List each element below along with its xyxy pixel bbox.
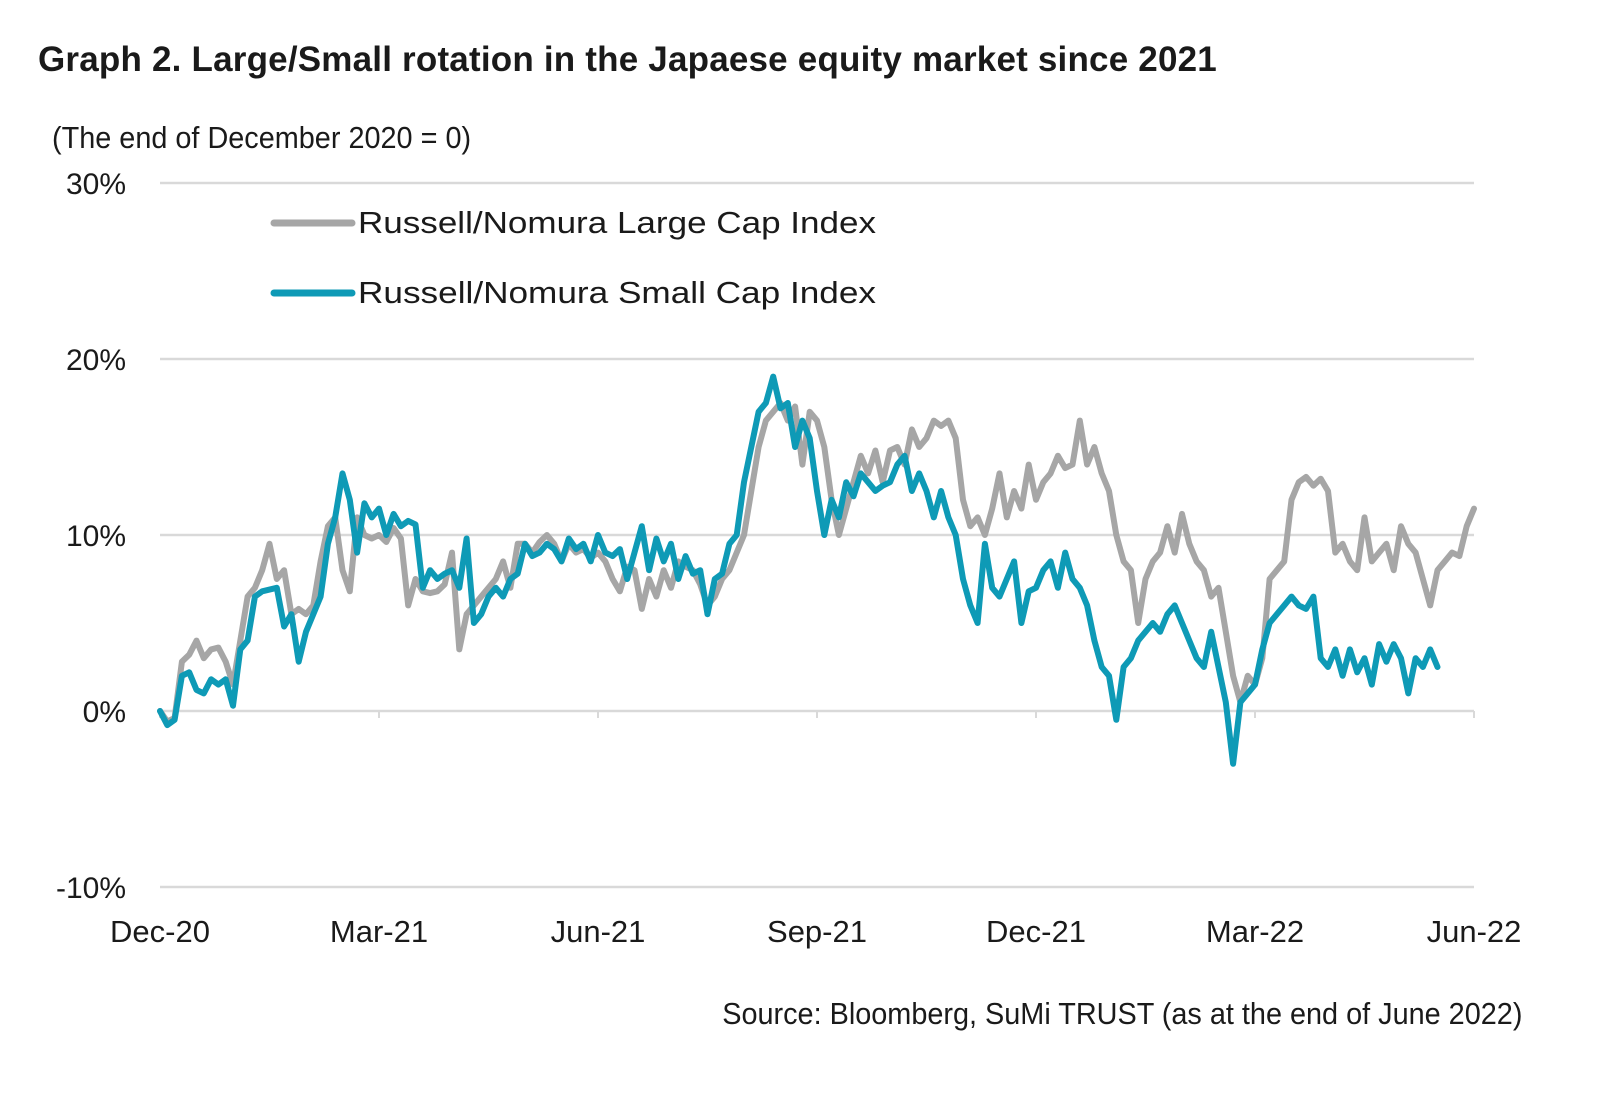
legend-label-small-cap: Russell/Nomura Small Cap Index xyxy=(358,275,877,310)
legend: Russell/Nomura Large Cap Index Russell/N… xyxy=(270,205,877,310)
chart-subtitle: (The end of December 2020 = 0) xyxy=(52,120,472,155)
x-tick-label: Sep-21 xyxy=(767,914,867,949)
chart-title: Graph 2. Large/Small rotation in the Jap… xyxy=(38,40,1217,79)
y-axis-labels: 30% 20% 10% 0% -10% xyxy=(56,168,126,905)
gridlines xyxy=(160,181,1474,889)
legend-label-large-cap: Russell/Nomura Large Cap Index xyxy=(358,205,877,240)
x-tick-label: Dec-20 xyxy=(110,914,210,949)
y-tick-label: 0% xyxy=(83,696,126,729)
x-tick-label: Dec-21 xyxy=(986,914,1086,949)
y-tick-label: 20% xyxy=(66,344,126,377)
x-tick-label: Jun-22 xyxy=(1427,914,1522,949)
x-tick-label: Jun-21 xyxy=(551,914,646,949)
series-line-small-cap xyxy=(157,373,1441,767)
x-tick-label: Mar-22 xyxy=(1206,914,1304,949)
series-lines xyxy=(157,373,1477,767)
x-axis: Dec-20 Mar-21 Jun-21 Sep-21 Dec-21 Mar-22 Jun-… xyxy=(110,709,1522,949)
y-tick-label: 30% xyxy=(66,168,126,201)
series-line-large-cap xyxy=(157,400,1477,725)
x-tick-label: Mar-21 xyxy=(330,914,428,949)
source-note: Source: Bloomberg, SuMi TRUST (as at the… xyxy=(721,996,1522,1031)
y-tick-label: 10% xyxy=(66,520,126,553)
y-tick-label: -10% xyxy=(56,872,126,905)
